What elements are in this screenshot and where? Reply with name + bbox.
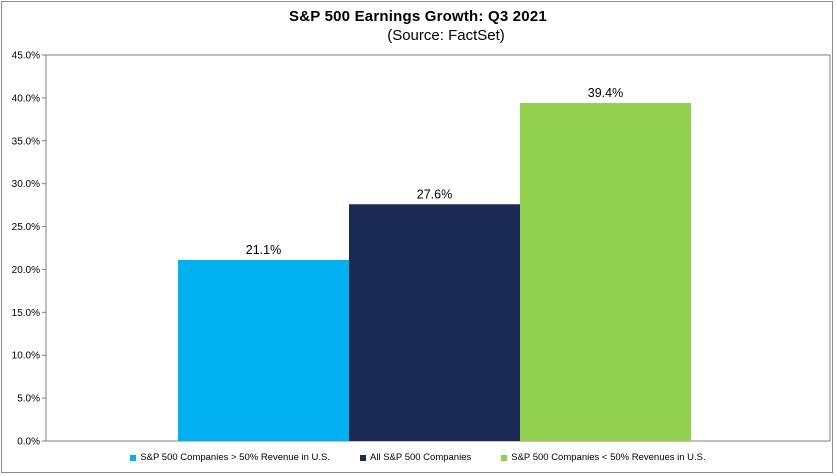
y-tick-label: 35.0%: [12, 136, 40, 147]
data-label: 21.1%: [246, 243, 281, 257]
legend-label: All S&P 500 Companies: [370, 452, 472, 463]
legend-item: All S&P 500 Companies: [360, 452, 471, 463]
data-label: 39.4%: [588, 86, 623, 100]
legend-label: S&P 500 Companies > 50% Revenue in U.S.: [140, 452, 331, 463]
y-tick-label: 20.0%: [12, 265, 40, 276]
bar: [520, 103, 691, 441]
bar: [349, 204, 520, 441]
y-tick-label: 0.0%: [17, 437, 40, 448]
y-tick-label: 5.0%: [17, 394, 40, 405]
y-tick-label: 10.0%: [12, 351, 40, 362]
y-tick-label: 25.0%: [12, 222, 40, 233]
y-tick-label: 40.0%: [12, 93, 40, 104]
bar: [178, 260, 349, 441]
legend-swatch: [130, 454, 137, 461]
y-tick-label: 15.0%: [12, 308, 40, 319]
data-label: 27.6%: [417, 187, 452, 201]
chart-legend: S&P 500 Companies > 50% Revenue in U.S. A…: [0, 452, 836, 463]
chart-subtitle: (Source: FactSet): [0, 27, 836, 44]
y-tick-label: 45.0%: [12, 51, 40, 62]
y-tick-label: 30.0%: [12, 179, 40, 190]
chart-title: S&P 500 Earnings Growth: Q3 2021: [289, 8, 547, 25]
legend-swatch: [360, 454, 367, 461]
legend-item: S&P 500 Companies < 50% Revenues in U.S.: [501, 452, 706, 463]
legend-swatch: [501, 454, 508, 461]
chart-subtitle-text: (Source: FactSet): [387, 27, 505, 44]
legend-item: S&P 500 Companies > 50% Revenue in U.S.: [130, 452, 330, 463]
legend-label: S&P 500 Companies < 50% Revenues in U.S.: [511, 452, 706, 463]
